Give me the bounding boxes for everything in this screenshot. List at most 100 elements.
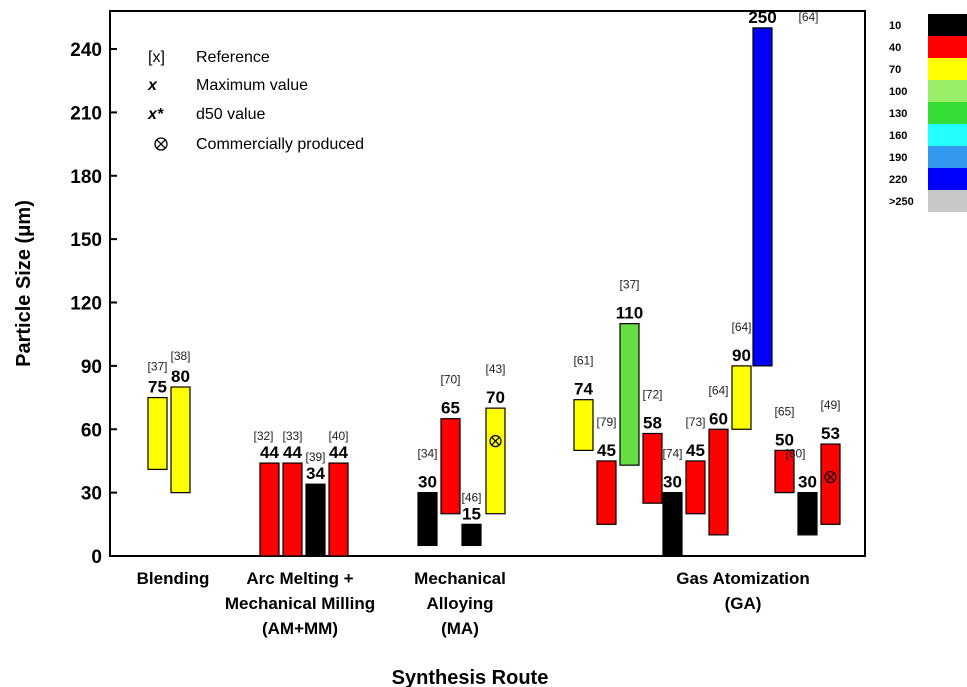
group-label: Alloying — [426, 594, 493, 613]
x-axis-title: Synthesis Route — [392, 667, 549, 687]
legend-entry-text: d50 value — [196, 106, 265, 123]
group-label: Mechanical Milling — [225, 594, 375, 613]
bar-value-label: 75 — [148, 378, 167, 397]
color-scale-label: 70 — [889, 64, 901, 76]
bar — [147, 396, 168, 470]
color-scale-label: >250 — [889, 196, 914, 208]
bar — [820, 443, 841, 525]
bar-value-label: 250 — [748, 8, 776, 27]
color-scale-label: 160 — [889, 130, 907, 142]
bar-value-label: 80 — [171, 367, 190, 386]
bar — [573, 399, 594, 451]
bar-ref-label: [79] — [596, 415, 616, 429]
color-scale-label: 190 — [889, 152, 907, 164]
group-label: (GA) — [725, 594, 762, 613]
bar-ref-label: [72] — [642, 387, 662, 401]
legend-commercial-icon — [154, 137, 168, 151]
bar — [662, 492, 683, 557]
bar — [282, 462, 303, 557]
y-tick-label: 210 — [70, 103, 102, 124]
bar-value-label: 74 — [574, 380, 593, 399]
color-scale-swatch — [928, 80, 967, 102]
color-scale-label: 130 — [889, 108, 907, 120]
plot-frame — [109, 10, 866, 557]
bar-value-label: 60 — [709, 409, 728, 428]
bar-ref-label: [70] — [440, 373, 460, 387]
bar — [708, 428, 729, 536]
bar-value-label: 45 — [597, 441, 616, 460]
bar-ref-label: [74] — [662, 447, 682, 461]
bar — [170, 386, 191, 494]
group-label: Blending — [137, 569, 210, 588]
color-scale-swatch — [928, 14, 967, 36]
bar — [797, 492, 818, 536]
group-label: Gas Atomization — [676, 569, 810, 588]
bar-ref-label: [73] — [685, 415, 705, 429]
bar-value-label: 58 — [643, 413, 662, 432]
bar — [440, 418, 461, 515]
bar — [461, 523, 482, 547]
group-label: Mechanical — [414, 569, 506, 588]
color-scale-swatch — [928, 168, 967, 190]
bar-value-label: 44 — [260, 443, 279, 462]
bar-ref-label: [39] — [305, 450, 325, 464]
bar-ref-label: [37] — [619, 278, 639, 292]
y-tick-label: 120 — [70, 294, 102, 315]
bar-value-label: 50 — [775, 430, 794, 449]
commercial-marker-icon — [824, 470, 837, 484]
color-scale-swatch — [928, 146, 967, 168]
bar — [259, 462, 280, 557]
y-tick-label: 60 — [81, 420, 102, 441]
color-scale-label: 100 — [889, 86, 907, 98]
bar-value-label: 53 — [821, 424, 840, 443]
bars — [147, 27, 841, 557]
legend-entry-text: Reference — [196, 49, 270, 66]
color-scale-swatch — [928, 124, 967, 146]
color-scale-swatch — [928, 36, 967, 58]
legend-symbol: x* — [147, 106, 164, 123]
bar — [596, 460, 617, 525]
bar-value-label: 15 — [462, 504, 481, 523]
bar-value-label: 65 — [441, 399, 460, 418]
bar — [328, 462, 349, 557]
bar-ref-label: [37] — [147, 360, 167, 374]
y-tick-label: 90 — [81, 357, 102, 378]
bar — [619, 323, 640, 466]
group-label: (AM+MM) — [262, 619, 338, 638]
color-scale-label: 10 — [889, 20, 901, 32]
bar-ref-label: [64] — [731, 320, 751, 334]
bar-value-label: 70 — [486, 388, 505, 407]
group-label: (MA) — [441, 619, 479, 638]
bar-ref-label: [40] — [328, 429, 348, 443]
bar-value-label: 30 — [418, 473, 437, 492]
y-axis-title: Particle Size (μm) — [13, 200, 35, 367]
bar — [417, 492, 438, 547]
bar — [752, 27, 773, 367]
bar-ref-label: [43] — [485, 362, 505, 376]
axes: 0 30 60 90 120 150 180 210 240 Particle Size (μm)… — [13, 10, 866, 687]
bar-ref-label: [32] — [253, 429, 273, 443]
bar-ref-label: [61] — [573, 354, 593, 368]
legend-entry-text: Commercially produced — [196, 136, 364, 153]
group-label: Arc Melting + — [246, 569, 353, 588]
bar-value-label: 44 — [283, 443, 302, 462]
bar-ref-label: [38] — [170, 349, 190, 363]
bar-ref-label: [46] — [461, 490, 481, 504]
color-scale-label: 40 — [889, 42, 901, 54]
legend-symbol: [x] — [148, 49, 165, 66]
bar — [485, 407, 506, 515]
bar-value-label: 90 — [732, 346, 751, 365]
bar-ref-label: [34] — [417, 447, 437, 461]
bar-value-label: 110 — [616, 304, 643, 323]
bar-ref-label: [80] — [785, 447, 805, 461]
bar-ref-label: [65] — [774, 404, 794, 418]
y-tick-label: 30 — [81, 484, 102, 505]
bar — [731, 365, 752, 430]
bar-value-label: 30 — [798, 473, 817, 492]
bar — [685, 460, 706, 515]
bar-ref-label: [49] — [820, 398, 840, 412]
y-tick-label: 240 — [70, 40, 102, 61]
bar-ref-label: [33] — [282, 429, 302, 443]
